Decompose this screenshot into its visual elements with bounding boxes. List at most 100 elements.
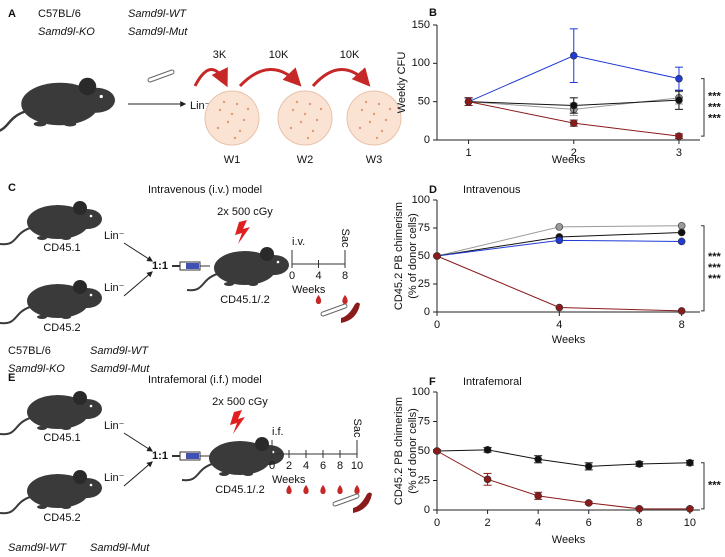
timeline-unit: Weeks bbox=[272, 474, 306, 486]
mouse-foot bbox=[224, 282, 234, 286]
mouse-ear bbox=[73, 470, 87, 484]
x-axis-label: Weeks bbox=[552, 334, 586, 346]
data-point bbox=[555, 223, 564, 231]
colony bbox=[380, 129, 384, 133]
data-point bbox=[584, 499, 593, 507]
ratio-label: 1:1 bbox=[152, 450, 168, 462]
colony bbox=[303, 112, 307, 116]
ratio-label: 1:1 bbox=[152, 260, 168, 272]
mouse-foot bbox=[37, 426, 47, 430]
blood-drop bbox=[303, 485, 309, 494]
mouse-foot bbox=[37, 315, 47, 319]
legend-label: Samd9l-KO bbox=[8, 363, 65, 375]
legend-label: Samd9l-WT bbox=[8, 542, 67, 554]
syringe-fluid bbox=[186, 453, 199, 459]
plate-label: W2 bbox=[297, 154, 314, 166]
colony bbox=[360, 108, 364, 112]
timeline-tick-label: 4 bbox=[315, 270, 321, 282]
mouse-tail bbox=[0, 110, 26, 132]
data-point bbox=[675, 96, 683, 104]
y-axis-label: Weekly CFU bbox=[396, 52, 408, 114]
colony bbox=[358, 126, 362, 130]
data-point bbox=[635, 460, 644, 468]
data-point bbox=[433, 252, 441, 260]
mouse-tail bbox=[0, 496, 31, 515]
y-tick-label: 100 bbox=[412, 57, 430, 69]
timeline-start-label: i.v. bbox=[292, 236, 305, 248]
y-tick-label: 0 bbox=[424, 306, 430, 318]
panel-label: E bbox=[8, 372, 15, 384]
y-tick-label: 75 bbox=[418, 415, 430, 427]
mouse-icon bbox=[0, 391, 102, 436]
colony bbox=[375, 136, 379, 140]
mouse-foot bbox=[63, 121, 77, 127]
arrow bbox=[123, 432, 154, 452]
y-tick-label: 50 bbox=[418, 96, 430, 108]
data-point bbox=[677, 228, 686, 237]
timeline-tick-label: 8 bbox=[337, 460, 343, 472]
mouse-ear bbox=[73, 201, 87, 215]
colony bbox=[235, 102, 239, 106]
arrow bbox=[123, 242, 154, 262]
x-tick-label: 2 bbox=[571, 147, 577, 159]
arrow bbox=[123, 271, 153, 297]
plate bbox=[204, 90, 260, 146]
data-point bbox=[569, 101, 578, 110]
plate bbox=[277, 90, 333, 146]
y-tick-label: 75 bbox=[418, 222, 430, 234]
mouse-body bbox=[209, 441, 271, 475]
data-point bbox=[483, 446, 492, 454]
mouse-tail bbox=[0, 417, 31, 436]
mouse-eye bbox=[89, 404, 93, 408]
colony bbox=[218, 108, 222, 112]
data-point bbox=[686, 505, 694, 513]
timeline-end-label: Sac bbox=[339, 229, 351, 248]
colony bbox=[377, 102, 381, 106]
panel-title: Intrafemoral (i.f.) model bbox=[148, 374, 262, 386]
data-point bbox=[464, 97, 473, 106]
data-point bbox=[534, 492, 542, 500]
x-tick-label: 3 bbox=[676, 147, 682, 159]
mouse-foot bbox=[61, 505, 71, 509]
significance-bracket bbox=[701, 225, 705, 312]
mouse-icon bbox=[0, 77, 115, 132]
chart-title: Intrafemoral bbox=[463, 376, 522, 388]
mouse-tail bbox=[186, 273, 218, 292]
x-tick-label: 8 bbox=[636, 517, 642, 529]
mouse-foot bbox=[61, 315, 71, 319]
mouse-body bbox=[27, 205, 89, 239]
mouse-foot bbox=[33, 121, 47, 127]
tibia-icon bbox=[353, 492, 372, 513]
mouse-ear bbox=[255, 437, 269, 451]
y-tick-label: 150 bbox=[412, 19, 430, 31]
mouse-body bbox=[27, 395, 89, 429]
bone-inner bbox=[148, 70, 174, 82]
x-axis-label: Weeks bbox=[552, 154, 586, 166]
data-point bbox=[534, 455, 542, 464]
data-point bbox=[555, 236, 564, 245]
y-tick-label: 100 bbox=[412, 386, 430, 398]
mouse-icon bbox=[186, 247, 289, 292]
colony bbox=[384, 118, 388, 122]
timeline-end-label: Sac bbox=[351, 419, 363, 438]
data-point bbox=[677, 221, 686, 230]
donor-label: CD45.1 bbox=[43, 432, 80, 444]
mouse-eye bbox=[99, 94, 103, 99]
input-label: Lin⁻ bbox=[104, 282, 125, 294]
y-tick-label: 25 bbox=[418, 474, 430, 486]
legend-label: C57BL/6 bbox=[38, 8, 81, 20]
blood-drop bbox=[354, 485, 360, 494]
syringe-fluid bbox=[186, 263, 199, 269]
y-tick-label: 100 bbox=[412, 194, 430, 206]
mouse-eye bbox=[276, 260, 280, 264]
input-label: Lin⁻ bbox=[104, 230, 125, 242]
x-tick-label: 1 bbox=[465, 147, 471, 159]
mouse-foot bbox=[248, 282, 258, 286]
colony bbox=[222, 100, 226, 104]
recipient-label: CD45.1/.2 bbox=[215, 484, 265, 496]
colony bbox=[299, 120, 303, 124]
series-line bbox=[436, 450, 690, 510]
bone-inner bbox=[321, 304, 347, 316]
colony bbox=[238, 129, 242, 133]
